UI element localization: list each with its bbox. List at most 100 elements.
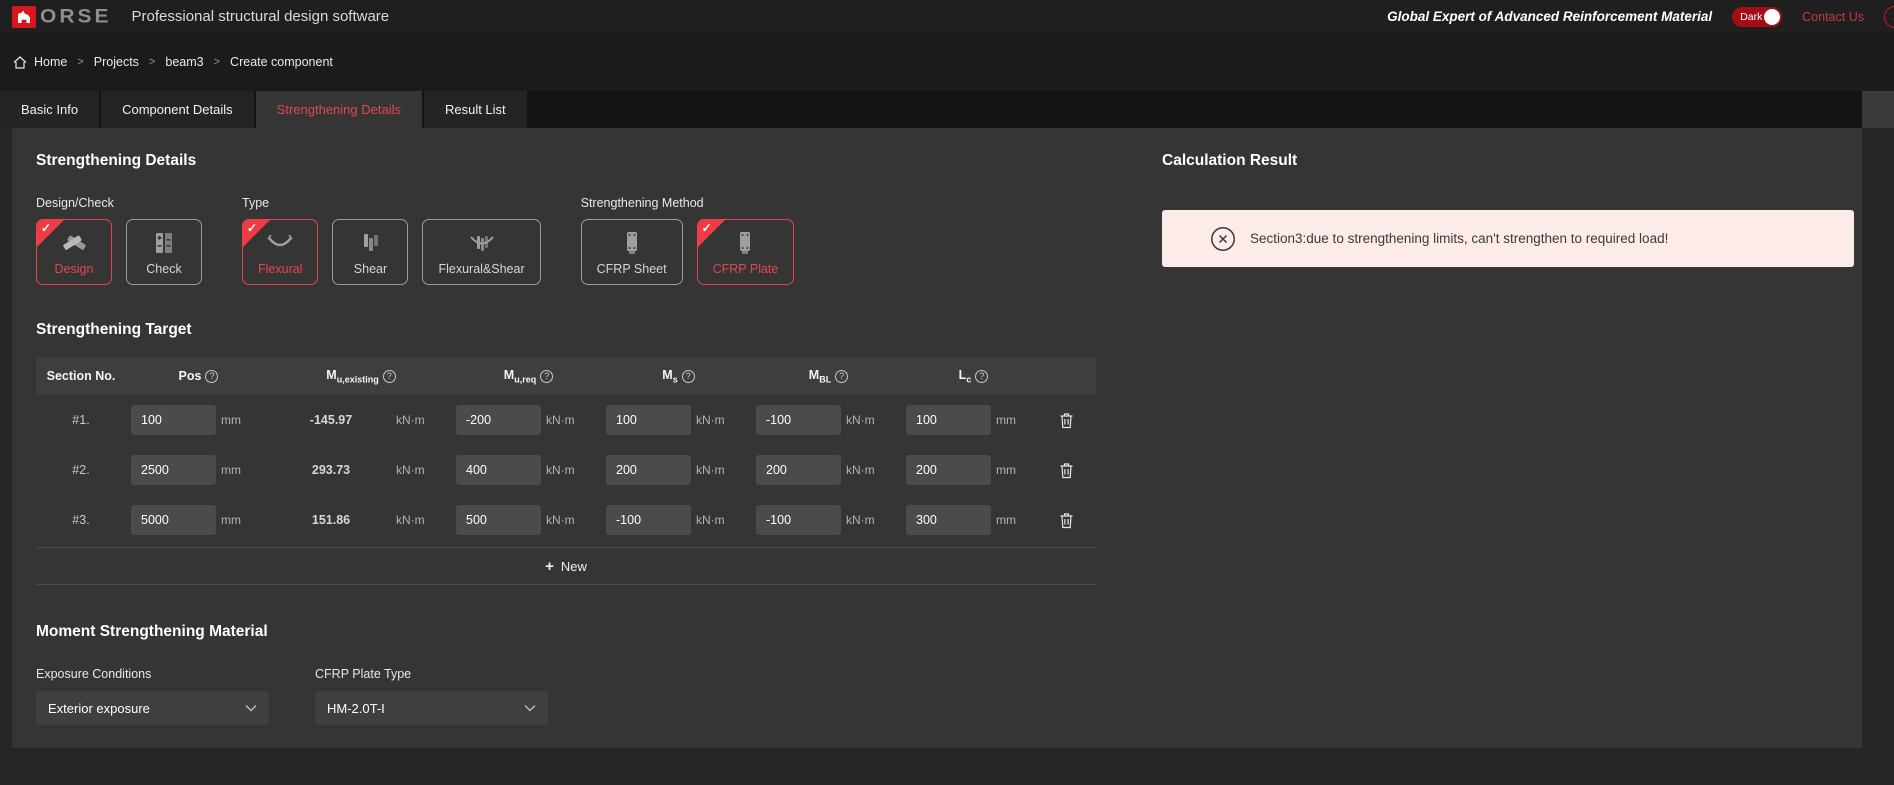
group-label: Design/Check: [36, 196, 114, 210]
pos-input[interactable]: [131, 505, 216, 535]
cfrp-plate-type-label: CFRP Plate Type: [315, 667, 412, 681]
exposure-conditions-select[interactable]: Exterior exposure: [36, 691, 269, 725]
flexural-shear-icon: [465, 230, 499, 256]
lc-input[interactable]: [906, 405, 991, 435]
check-icon: ✓: [701, 221, 712, 235]
col-mu-existing: Mu,existing?: [271, 368, 451, 384]
col-section-no: Section No.: [46, 369, 116, 383]
theme-toggle[interactable]: Dark: [1732, 6, 1783, 27]
shear-icon: [357, 230, 383, 256]
lc-input[interactable]: [906, 455, 991, 485]
help-icon[interactable]: ?: [205, 369, 219, 383]
delete-row-icon[interactable]: [1046, 512, 1086, 529]
delete-row-icon[interactable]: [1046, 462, 1086, 479]
breadcrumb-beam3[interactable]: beam3: [165, 55, 204, 69]
calculator-icon: [152, 230, 176, 256]
table-row: #3. mm 151.86 kN·m kN·m kN·m kN·m mm: [36, 495, 1096, 545]
tab-result-list[interactable]: Result List: [423, 91, 527, 128]
theme-toggle-label: Dark: [1740, 10, 1763, 23]
pos-input[interactable]: [131, 455, 216, 485]
lc-input[interactable]: [906, 505, 991, 535]
breadcrumb-home[interactable]: Home: [13, 55, 67, 69]
app-tagline: Professional structural design software: [131, 8, 390, 25]
ms-input[interactable]: [606, 505, 691, 535]
col-pos: Pos?: [131, 369, 266, 383]
field-exposure-conditions: Exposure Conditions Exterior exposure: [36, 667, 269, 725]
mu-req-input[interactable]: [456, 455, 541, 485]
cfrp-plate-type-select[interactable]: HM-2.0T-I: [315, 691, 548, 725]
section-title-strengthening-target: Strengthening Target: [36, 321, 192, 338]
ms-input[interactable]: [606, 455, 691, 485]
breadcrumb-separator: >: [213, 56, 221, 68]
mu-existing-value: -145.97: [309, 413, 353, 427]
mbl-input[interactable]: [756, 455, 841, 485]
mbl-input[interactable]: [756, 405, 841, 435]
unit-knm: kN·m: [396, 413, 425, 427]
option-check[interactable]: Check: [126, 219, 202, 285]
horse-logo-icon: [12, 5, 36, 28]
unit-mm: mm: [996, 463, 1016, 477]
unit-knm: kN·m: [846, 463, 875, 477]
exposure-conditions-label: Exposure Conditions: [36, 667, 152, 681]
help-icon[interactable]: ?: [382, 369, 396, 383]
table-header-row: Section No. Pos? Mu,existing? Mu,req? Ms…: [36, 357, 1096, 395]
option-flexural-shear[interactable]: Flexural&Shear: [422, 219, 541, 285]
unit-knm: kN·m: [546, 463, 575, 477]
unit-knm: kN·m: [546, 513, 575, 527]
design-icon: [60, 230, 88, 256]
group-design-check: Design/Check ✓ Design Check: [36, 196, 202, 285]
tab-strengthening-details[interactable]: Strengthening Details: [255, 91, 422, 128]
group-label: Type: [242, 196, 270, 210]
pos-input[interactable]: [131, 405, 216, 435]
col-mbl: MBL?: [756, 368, 901, 384]
help-icon[interactable]: ?: [835, 369, 849, 383]
exposure-conditions-value: Exterior exposure: [48, 700, 150, 716]
logout-icon[interactable]: →: [1884, 5, 1894, 28]
option-design[interactable]: ✓ Design: [36, 219, 112, 285]
selected-ribbon: [243, 220, 270, 247]
unit-knm: kN·m: [396, 463, 425, 477]
tab-basic-info[interactable]: Basic Info: [0, 91, 100, 128]
logo-text: ORSE: [40, 5, 112, 27]
help-icon[interactable]: ?: [681, 369, 695, 383]
content-panel: Strengthening Details Design/Check ✓ Des…: [12, 128, 1862, 748]
option-shear[interactable]: Shear: [332, 219, 409, 285]
option-flexural[interactable]: ✓ Flexural: [242, 219, 319, 285]
tab-component-details[interactable]: Component Details: [101, 91, 254, 128]
delete-row-icon[interactable]: [1046, 412, 1086, 429]
col-mu-req: Mu,req?: [456, 368, 601, 384]
option-cfrp-plate[interactable]: ✓ CFRP Plate: [696, 219, 795, 285]
table-row: #1. mm -145.97 kN·m kN·m kN·m kN·m mm: [36, 395, 1096, 445]
ms-input[interactable]: [606, 405, 691, 435]
row-number: #1.: [72, 413, 90, 427]
error-icon: [1211, 226, 1235, 251]
breadcrumb-separator: >: [148, 56, 156, 68]
option-groups: Design/Check ✓ Design Check: [36, 196, 1116, 285]
help-icon[interactable]: ?: [540, 369, 554, 383]
field-cfrp-plate-type: CFRP Plate Type HM-2.0T-I: [315, 667, 548, 725]
option-cfrp-sheet[interactable]: CFRP Sheet: [580, 219, 683, 285]
horse-logo[interactable]: ORSE: [12, 5, 112, 28]
unit-mm: mm: [996, 513, 1016, 527]
mu-req-input[interactable]: [456, 505, 541, 535]
add-new-row-button[interactable]: + New: [36, 547, 1096, 585]
check-icon: ✓: [247, 221, 258, 235]
unit-knm: kN·m: [696, 413, 725, 427]
mbl-input[interactable]: [756, 505, 841, 535]
plus-icon: +: [545, 557, 554, 575]
unit-knm: kN·m: [546, 413, 575, 427]
top-header-bar: ORSE Professional structural design soft…: [0, 0, 1894, 33]
help-icon[interactable]: ?: [975, 369, 989, 383]
mu-existing-value: 151.86: [311, 513, 351, 527]
home-icon: [13, 55, 27, 69]
col-ms: Ms?: [606, 368, 751, 384]
group-label: Strengthening Method: [580, 196, 704, 210]
brand-slogan: Global Expert of Advanced Reinforcement …: [1387, 9, 1713, 24]
cfrp-plate-type-value: HM-2.0T-I: [327, 700, 385, 716]
breadcrumb-projects[interactable]: Projects: [93, 55, 139, 69]
mu-req-input[interactable]: [456, 405, 541, 435]
section-title-calculation-result: Calculation Result: [1162, 152, 1298, 169]
contact-us-link[interactable]: Contact Us: [1802, 9, 1864, 24]
chevron-down-icon: [524, 705, 536, 712]
scrollbar-thumb[interactable]: [1862, 91, 1894, 128]
